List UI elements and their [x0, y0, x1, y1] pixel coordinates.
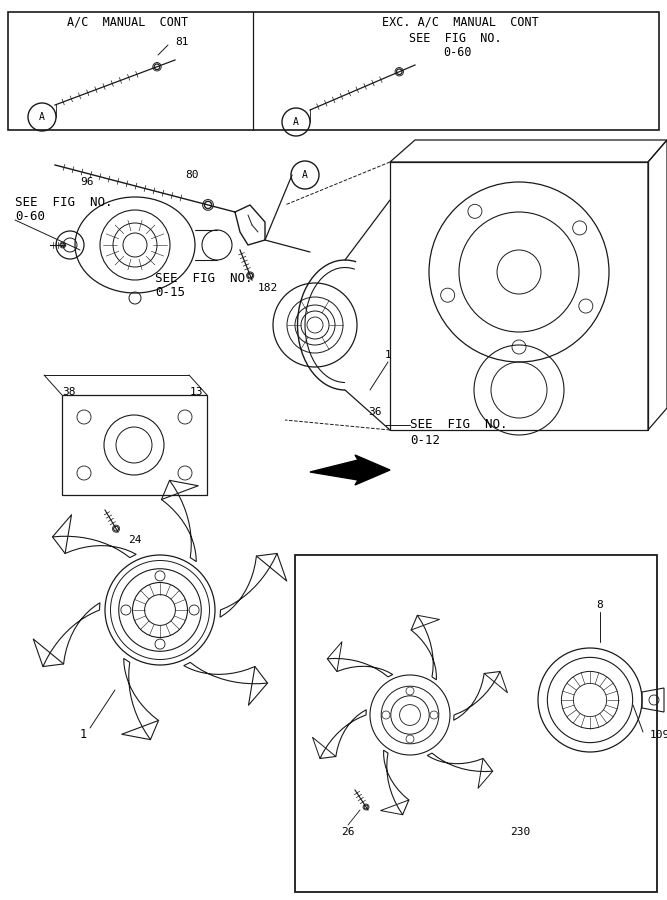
Bar	[62, 395, 207, 495]
Text: 0-15: 0-15	[155, 286, 185, 300]
Text: 0-60: 0-60	[443, 47, 472, 59]
Bar	[295, 555, 657, 892]
Text: 109: 109	[650, 730, 667, 740]
Text: 24: 24	[128, 535, 141, 545]
Polygon shape	[310, 455, 390, 485]
Text: 0-60: 0-60	[15, 211, 45, 223]
Text: 96: 96	[80, 177, 93, 187]
Text: 1: 1	[80, 728, 87, 742]
Text: A: A	[39, 112, 45, 122]
Text: SEE  FIG  NO.: SEE FIG NO.	[410, 418, 508, 431]
Text: A: A	[293, 117, 299, 127]
Text: 1: 1	[385, 350, 392, 360]
Bar	[8, 12, 659, 130]
Text: 81: 81	[175, 37, 189, 47]
Text: SEE  FIG  NO.: SEE FIG NO.	[155, 272, 253, 284]
Text: 230: 230	[510, 827, 530, 837]
Text: 8: 8	[596, 600, 604, 610]
Text: A: A	[302, 170, 308, 180]
Text: 26: 26	[342, 827, 355, 837]
Text: 38: 38	[62, 387, 75, 397]
Text: A/C  MANUAL  CONT: A/C MANUAL CONT	[67, 15, 189, 29]
Text: 80: 80	[185, 170, 199, 180]
Text: SEE  FIG  NO.: SEE FIG NO.	[409, 32, 502, 44]
Text: 0-12: 0-12	[410, 434, 440, 446]
Text: 182: 182	[258, 283, 278, 293]
Text: SEE  FIG  NO.: SEE FIG NO.	[15, 195, 113, 209]
Text: 36: 36	[368, 407, 382, 417]
Text: 13: 13	[190, 387, 203, 397]
Text: EXC. A/C  MANUAL  CONT: EXC. A/C MANUAL CONT	[382, 15, 538, 29]
